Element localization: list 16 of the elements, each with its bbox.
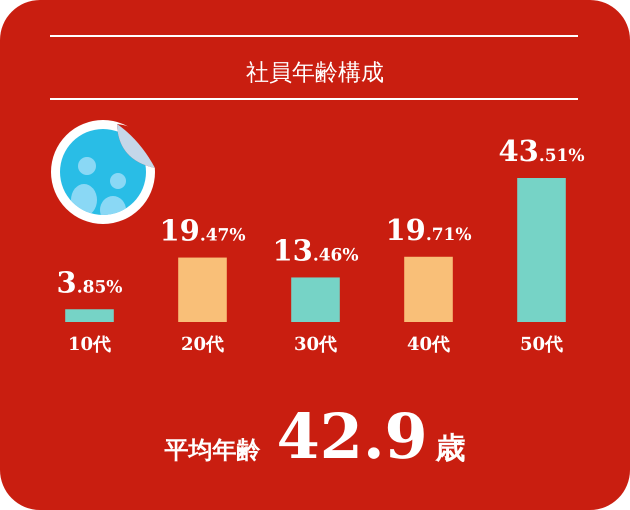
chart-title: 社員年齢構成 bbox=[246, 60, 384, 86]
x-tick-label: 40代 bbox=[406, 334, 450, 355]
bar bbox=[517, 178, 566, 322]
data-label: 3.85% bbox=[56, 265, 122, 300]
bar bbox=[291, 277, 340, 322]
bar bbox=[178, 258, 227, 322]
bar bbox=[65, 309, 114, 322]
x-tick-label: 10代 bbox=[68, 334, 112, 355]
x-tick-label: 50代 bbox=[520, 334, 564, 355]
data-label: 13.46% bbox=[272, 233, 359, 268]
data-label: 19.47% bbox=[159, 214, 246, 248]
data-label: 43.51% bbox=[498, 134, 585, 168]
x-tick-label: 20代 bbox=[180, 334, 224, 355]
x-tick-label: 30代 bbox=[294, 334, 338, 355]
bar bbox=[404, 256, 453, 322]
data-label: 19.71% bbox=[385, 212, 472, 247]
